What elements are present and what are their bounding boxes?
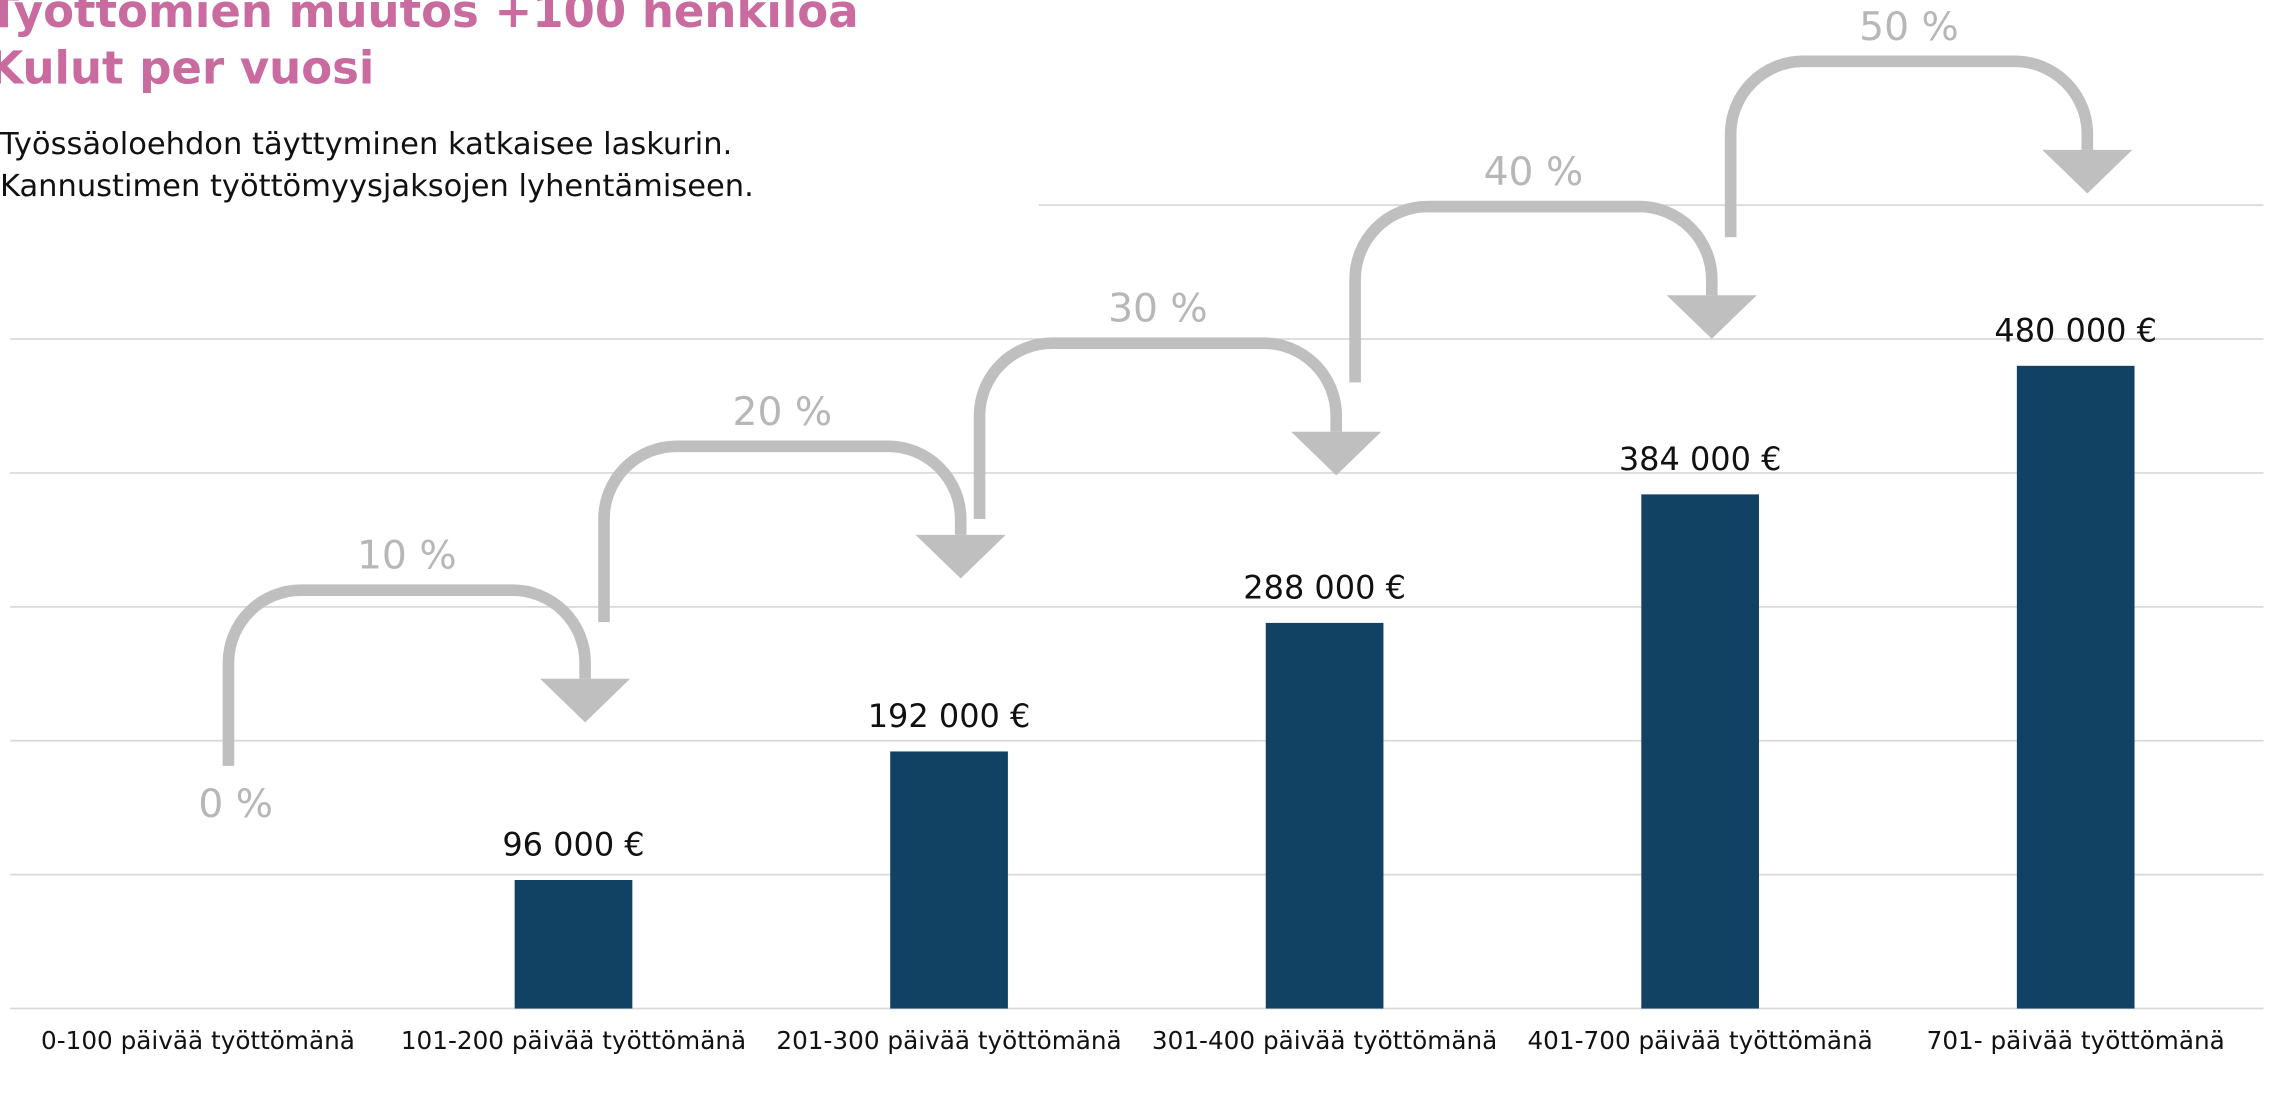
- step-arrow: [598, 440, 967, 623]
- x-tick-label-box: 101-200 päivää työttömänä: [400, 1027, 747, 1057]
- bar: [890, 751, 1008, 1009]
- value-label: 192 000 €: [868, 697, 1031, 735]
- arrow-head: [2042, 149, 2133, 194]
- x-tick-label-box: 0-100 päivää työttömänä: [40, 1027, 355, 1057]
- x-tick-label: 301-400 päivää työttömänä: [1151, 1027, 1498, 1057]
- value-label: 96 000 €: [502, 826, 644, 864]
- chart-title: Työttömien muutos +100 henkilöä: [0, 0, 859, 38]
- x-tick-label: 701- päivää työttömänä: [1926, 1027, 2225, 1057]
- x-tick-label-box: 301-400 päivää työttömänä: [1151, 1027, 1498, 1057]
- x-tick-label: 101-200 päivää työttömänä: [400, 1027, 747, 1057]
- step-arrow: [1349, 200, 1718, 383]
- value-label: 288 000 €: [1243, 568, 1406, 606]
- step-label: 30 %: [1108, 287, 1208, 332]
- bar: [1641, 494, 1759, 1009]
- value-label: 384 000 €: [1619, 440, 1782, 478]
- bar: [514, 879, 633, 1009]
- description: Kannustimen työttömyysjaksojen lyhentämi…: [0, 169, 754, 204]
- arrow-head: [1666, 295, 1757, 339]
- arrow-head: [540, 678, 631, 723]
- description: Työssäoloehdon täyttyminen katkaisee las…: [0, 127, 732, 162]
- step-arrow: [1724, 55, 2094, 238]
- step-label: 0 %: [198, 782, 273, 827]
- bar: [1265, 622, 1384, 1009]
- x-tick-label-box: 701- päivää työttömänä: [1926, 1027, 2225, 1057]
- value-label: 480 000 €: [1994, 311, 2157, 349]
- step-arrow: [973, 337, 1343, 519]
- bar: [2016, 365, 2135, 1009]
- x-tick-label: 0-100 päivää työttömänä: [40, 1027, 355, 1057]
- x-tick-label-box: 401-700 päivää työttömänä: [1527, 1027, 1873, 1057]
- arrow-head: [1291, 431, 1382, 476]
- x-tick-label: 401-700 päivää työttömänä: [1527, 1027, 1873, 1057]
- step-label: 20 %: [733, 390, 833, 435]
- chart-subtitle: Kulut per vuosi: [0, 41, 374, 94]
- step-arrow: [222, 584, 591, 766]
- x-tick-label-box: 201-300 päivää työttömänä: [776, 1027, 1122, 1057]
- x-tick-label: 201-300 päivää työttömänä: [776, 1027, 1122, 1057]
- step-label: 10 %: [357, 534, 457, 579]
- step-label: 50 %: [1859, 5, 1959, 50]
- step-label: 40 %: [1484, 150, 1584, 195]
- arrow-head: [915, 534, 1006, 579]
